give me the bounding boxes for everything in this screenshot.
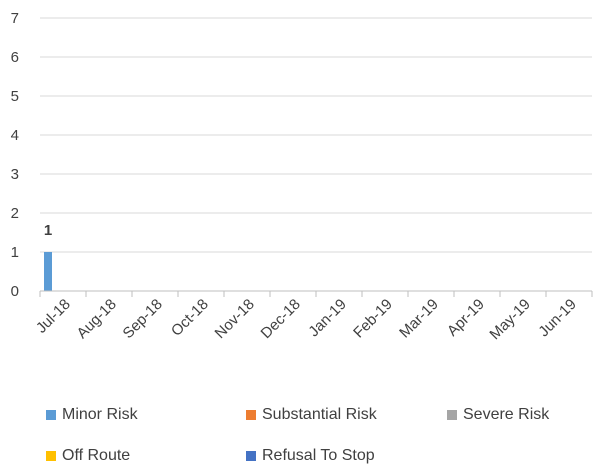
- bar: [44, 252, 52, 291]
- y-tick-label: 0: [11, 283, 19, 300]
- x-tick-label: Jun-19: [535, 296, 579, 340]
- x-tick-label: May-19: [486, 296, 533, 343]
- y-axis-ticks: 0 1 2 3 4 5 6 7: [11, 10, 19, 300]
- x-tick-label: Jan-19: [305, 296, 349, 340]
- y-tick-label: 3: [11, 166, 19, 183]
- x-tick-label: Dec-18: [258, 296, 304, 342]
- gridlines: [40, 17, 592, 253]
- y-tick-label: 7: [11, 10, 19, 27]
- x-tick-label: Nov-18: [212, 296, 258, 342]
- x-axis: [39, 290, 593, 297]
- x-tick-label: Mar-19: [396, 296, 442, 342]
- y-tick-label: 6: [11, 49, 19, 66]
- x-tick-label: Jul-18: [33, 296, 74, 337]
- y-tick-label: 2: [11, 205, 19, 222]
- bars: [44, 252, 52, 291]
- x-tick-label: Feb-19: [350, 296, 396, 342]
- y-tick-label: 4: [11, 127, 19, 144]
- x-axis-ticks: Jul-18 Aug-18 Sep-18 Oct-18 Nov-18 Dec-18 Jan-…: [33, 296, 580, 343]
- x-tick-label: Sep-18: [120, 296, 166, 342]
- x-tick-label: Apr-19: [444, 296, 488, 340]
- y-tick-label: 1: [11, 244, 19, 261]
- data-labels: 1: [44, 222, 52, 239]
- y-tick-label: 5: [11, 88, 19, 105]
- x-tick-label: Aug-18: [74, 296, 120, 342]
- data-label: 1: [44, 222, 52, 239]
- x-tick-label: Oct-18: [168, 296, 212, 340]
